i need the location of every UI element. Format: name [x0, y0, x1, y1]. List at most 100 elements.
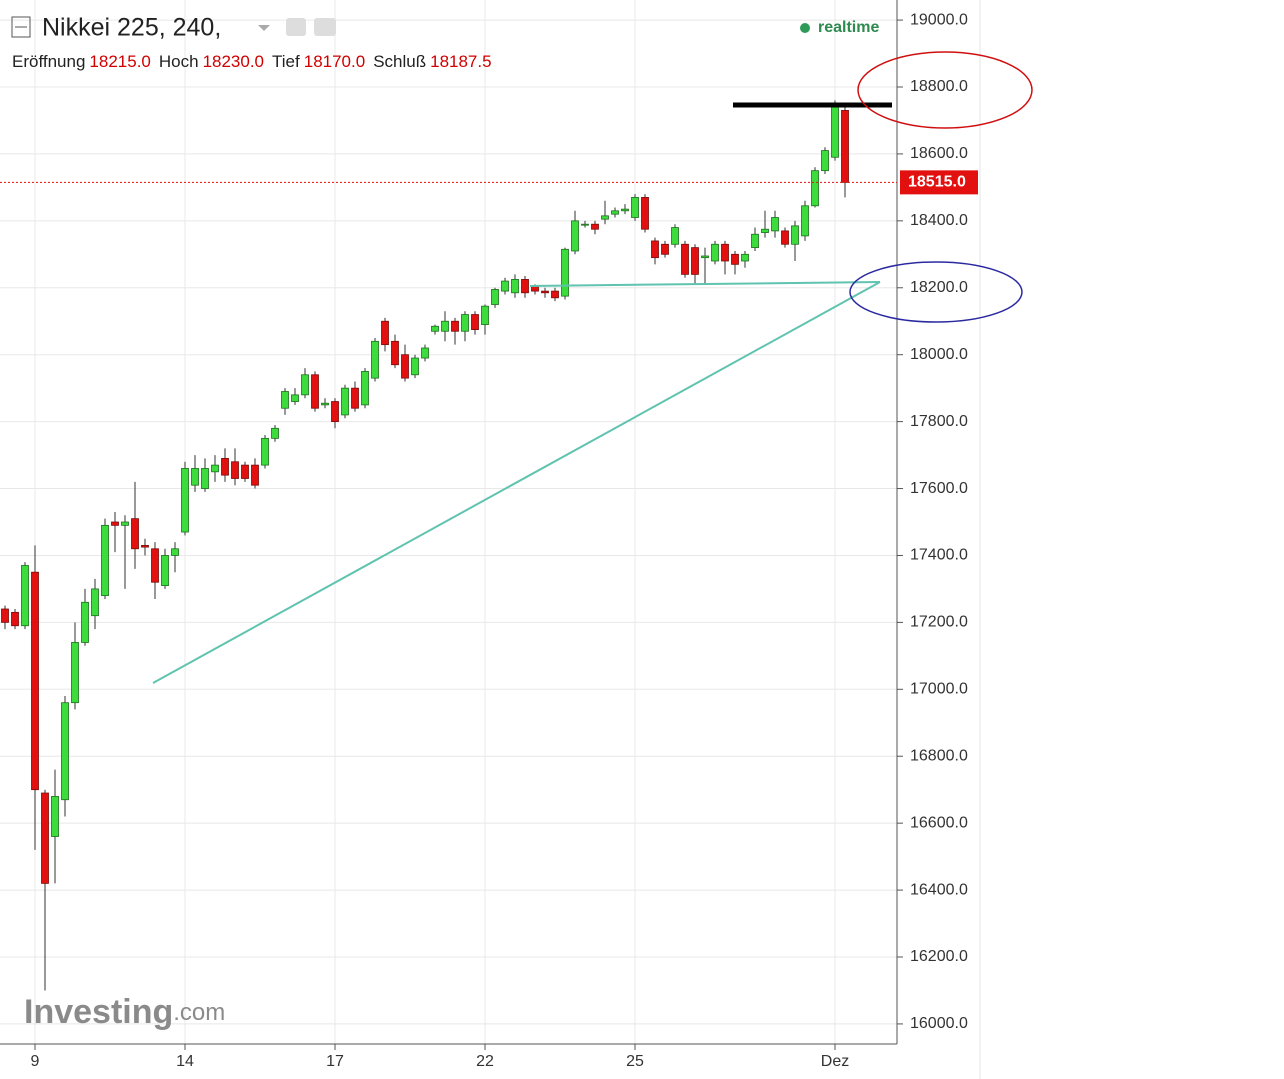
candle-body: [701, 255, 709, 259]
y-tick-label: 16000.0: [910, 1015, 968, 1032]
candle-body: [711, 243, 719, 262]
y-tick-label: 16800.0: [910, 747, 968, 764]
y-tick-label: 18800.0: [910, 78, 968, 95]
candle-body: [511, 279, 519, 294]
y-tick-label: 18600.0: [910, 145, 968, 162]
candle-body: [551, 290, 559, 299]
candle-body: [731, 253, 739, 265]
candle-body: [121, 521, 129, 526]
candle-body: [171, 548, 179, 556]
candle-body: [421, 347, 429, 359]
candle-body: [91, 588, 99, 617]
candle-body: [521, 279, 529, 294]
candle-body: [371, 340, 379, 379]
candle-body: [401, 354, 409, 379]
candle-body: [651, 240, 659, 259]
candle-body: [841, 110, 849, 183]
candle-body: [831, 103, 839, 158]
settings-icon[interactable]: [314, 18, 336, 36]
candle-body: [681, 243, 689, 275]
candle-body: [611, 210, 619, 215]
candle-body: [191, 468, 199, 486]
x-tick-label: 17: [326, 1053, 344, 1070]
candle-body: [571, 220, 579, 252]
legend-value: 18230.0: [202, 52, 265, 71]
highlight-ellipse: [849, 261, 1023, 323]
candle-body: [281, 391, 289, 409]
y-tick-label: 16600.0: [910, 814, 968, 831]
chart-title: Nikkei 225, 240,: [42, 14, 221, 42]
status: realtime: [818, 19, 879, 36]
candle-body: [351, 387, 359, 409]
candle-body: [1, 608, 9, 623]
legend-label: Eröffnung: [12, 52, 86, 71]
y-tick-label: 16400.0: [910, 881, 968, 898]
candle-body: [481, 305, 489, 325]
last-price-label: 18515.0: [908, 174, 966, 191]
candle-body: [491, 289, 499, 305]
candle-body: [231, 461, 239, 479]
candle-body: [111, 521, 119, 526]
candle-body: [631, 197, 639, 218]
x-tick-label: Dez: [821, 1053, 849, 1070]
y-tick-label: 17200.0: [910, 614, 968, 631]
candle-body: [791, 225, 799, 245]
x-tick-label: 25: [626, 1053, 644, 1070]
y-tick-label: 16200.0: [910, 948, 968, 965]
legend-value: 18187.5: [430, 52, 492, 71]
highlight-ellipse: [857, 51, 1033, 129]
candle-body: [151, 548, 159, 583]
support-line: [529, 281, 881, 287]
candle-body: [591, 223, 599, 230]
candle-body: [201, 468, 209, 489]
candle-body: [451, 320, 459, 332]
watermark: Investing.com: [24, 993, 225, 1031]
collapse-icon[interactable]: [11, 16, 31, 38]
candle-body: [621, 208, 629, 212]
y-tick-label: 18400.0: [910, 212, 968, 229]
candle-body: [771, 217, 779, 232]
candle-body: [241, 464, 249, 479]
legend-label: Schluß: [373, 52, 427, 71]
y-tick-label: 17600.0: [910, 480, 968, 497]
legend-value: 18215.0: [89, 52, 151, 71]
candle-body: [81, 601, 89, 643]
x-tick-label: 9: [31, 1053, 40, 1070]
legend-label: Hoch: [158, 52, 199, 71]
candle-body: [381, 320, 389, 346]
candle-body: [541, 290, 549, 294]
candle-body: [31, 571, 39, 791]
candle-body: [161, 555, 169, 586]
candle-body: [141, 545, 149, 548]
candle-body: [291, 394, 299, 402]
y-tick-label: 18000.0: [910, 346, 968, 363]
candle-body: [311, 374, 319, 409]
candle-body: [181, 468, 189, 533]
candle-body: [671, 227, 679, 245]
trend-line: [152, 281, 881, 684]
candle-body: [501, 280, 509, 292]
candle-body: [131, 518, 139, 550]
candles: [1, 100, 849, 991]
y-tick-label: 17800.0: [910, 413, 968, 430]
y-tick-label: 17000.0: [910, 681, 968, 698]
candle-body: [441, 320, 449, 332]
legend-value: 18170.0: [303, 52, 366, 71]
candle-body: [461, 314, 469, 332]
last-price-box: [900, 170, 978, 195]
candle-body: [361, 371, 369, 406]
candle-body: [581, 223, 589, 226]
status-dot: [800, 23, 810, 33]
candle-body: [71, 642, 79, 704]
dropdown-icon[interactable]: [258, 25, 270, 31]
eye-icon[interactable]: [286, 18, 306, 36]
candle-body: [391, 340, 399, 366]
candle-body: [661, 243, 669, 255]
candle-body: [471, 314, 479, 330]
y-tick-label: 17400.0: [910, 547, 968, 564]
candle-body: [301, 374, 309, 396]
ohlc-legend: Eröffnung 18215.0 Hoch 18230.0 Tief 18170.0 Sc…: [12, 52, 500, 72]
candle-body: [411, 357, 419, 376]
legend-label: Tief: [272, 52, 300, 71]
